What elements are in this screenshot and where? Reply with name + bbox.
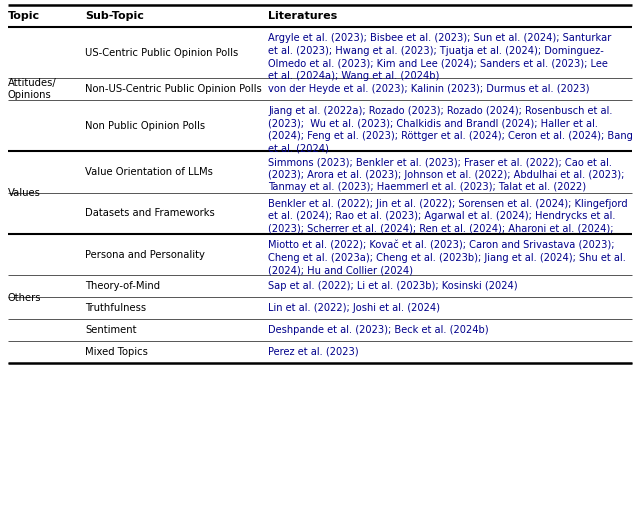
Text: Others: Others: [8, 293, 42, 304]
Text: Non Public Opinion Polls: Non Public Opinion Polls: [85, 121, 205, 131]
Text: Mixed Topics: Mixed Topics: [85, 347, 148, 357]
Text: Topic: Topic: [8, 11, 40, 21]
Text: Jiang et al. (2022a); Rozado (2023); Rozado (2024); Rosenbusch et al.
(2023);  W: Jiang et al. (2022a); Rozado (2023); Roz…: [268, 106, 633, 154]
Text: Values: Values: [8, 187, 41, 197]
Text: Lin et al. (2022); Joshi et al. (2024): Lin et al. (2022); Joshi et al. (2024): [268, 303, 440, 313]
Text: Datasets and Frameworks: Datasets and Frameworks: [85, 208, 215, 218]
Text: Argyle et al. (2023); Bisbee et al. (2023); Sun et al. (2024); Santurkar
et al. : Argyle et al. (2023); Bisbee et al. (202…: [268, 33, 611, 81]
Text: Non-US-Centric Public Opinion Polls: Non-US-Centric Public Opinion Polls: [85, 84, 262, 94]
Text: Deshpande et al. (2023); Beck et al. (2024b): Deshpande et al. (2023); Beck et al. (20…: [268, 325, 488, 335]
Text: Truthfulness: Truthfulness: [85, 303, 146, 313]
Text: von der Heyde et al. (2023); Kalinin (2023); Durmus et al. (2023): von der Heyde et al. (2023); Kalinin (20…: [268, 84, 589, 94]
Text: Sap et al. (2022); Li et al. (2023b); Kosinski (2024): Sap et al. (2022); Li et al. (2023b); Ko…: [268, 281, 518, 291]
Text: Miotto et al. (2022); Kovač et al. (2023); Caron and Srivastava (2023);
Cheng et: Miotto et al. (2022); Kovač et al. (2023…: [268, 240, 626, 275]
Text: Sentiment: Sentiment: [85, 325, 136, 335]
Text: Value Orientation of LLMs: Value Orientation of LLMs: [85, 167, 213, 177]
Text: Literatures: Literatures: [268, 11, 337, 21]
Text: Attitudes/
Opinions: Attitudes/ Opinions: [8, 78, 57, 100]
Text: US-Centric Public Opinion Polls: US-Centric Public Opinion Polls: [85, 47, 238, 58]
Text: Simmons (2023); Benkler et al. (2023); Fraser et al. (2022); Cao et al.
(2023); : Simmons (2023); Benkler et al. (2023); F…: [268, 157, 625, 192]
Text: Theory-of-Mind: Theory-of-Mind: [85, 281, 160, 291]
Text: Benkler et al. (2022); Jin et al. (2022); Sorensen et al. (2024); Klingefjord
et: Benkler et al. (2022); Jin et al. (2022)…: [268, 198, 628, 234]
Text: Sub-Topic: Sub-Topic: [85, 11, 144, 21]
Text: Perez et al. (2023): Perez et al. (2023): [268, 347, 358, 357]
Text: Persona and Personality: Persona and Personality: [85, 249, 205, 260]
